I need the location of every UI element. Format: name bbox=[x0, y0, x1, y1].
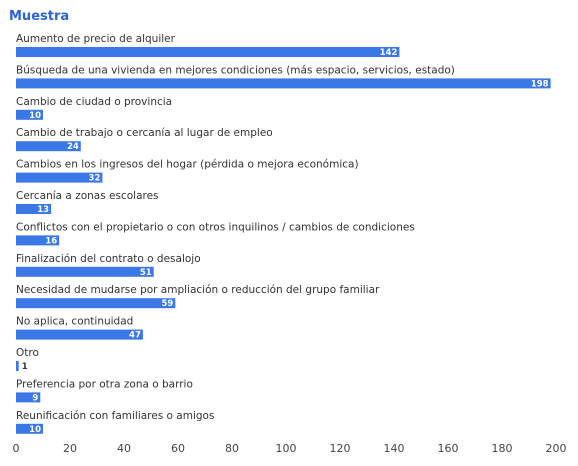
category-label: Necesidad de mudarse por ampliación o re… bbox=[16, 284, 380, 296]
data-label: 16 bbox=[45, 236, 57, 246]
data-label: 59 bbox=[161, 299, 173, 309]
bar bbox=[16, 298, 176, 309]
bars-layer: Aumento de precio de alquiler 142 Búsqueda… bbox=[16, 33, 551, 435]
data-label: 51 bbox=[140, 268, 152, 278]
data-label: 10 bbox=[29, 425, 41, 435]
data-label: 24 bbox=[67, 142, 79, 152]
x-tick-label: 40 bbox=[117, 442, 131, 455]
x-tick-label: 80 bbox=[225, 442, 239, 455]
x-tick-label: 120 bbox=[330, 442, 351, 455]
category-label: Cercanía a zonas escolares bbox=[16, 190, 159, 202]
x-tick-label: 160 bbox=[438, 442, 459, 455]
x-tick-label: 180 bbox=[492, 442, 513, 455]
category-label: Cambio de trabajo o cercanía al lugar de… bbox=[16, 127, 273, 139]
category-label: Aumento de precio de alquiler bbox=[16, 33, 176, 45]
data-label: 142 bbox=[380, 48, 398, 58]
x-tick-label: 200 bbox=[546, 442, 567, 455]
category-label: Preferencia por otra zona o barrio bbox=[16, 378, 193, 390]
bar bbox=[16, 141, 81, 152]
data-label: 47 bbox=[129, 331, 141, 341]
data-label: 198 bbox=[531, 79, 549, 89]
x-tick-label: 100 bbox=[276, 442, 297, 455]
bar bbox=[16, 235, 60, 246]
bar bbox=[16, 423, 43, 434]
x-axis: 0 20 40 60 80 100 120 140 160 180 200 bbox=[13, 442, 567, 455]
bar bbox=[16, 361, 19, 371]
bar bbox=[16, 172, 103, 183]
data-label: 9 bbox=[32, 393, 38, 403]
category-label: Cambio de ciudad o provincia bbox=[16, 96, 172, 108]
x-tick-label: 140 bbox=[384, 442, 405, 455]
bar bbox=[16, 47, 400, 57]
data-label: 1 bbox=[22, 362, 28, 372]
bar bbox=[16, 78, 551, 89]
bar bbox=[16, 392, 41, 403]
bar bbox=[16, 109, 43, 120]
category-label: Cambios en los ingresos del hogar (pérdi… bbox=[16, 159, 359, 171]
bar bbox=[16, 329, 143, 340]
bar bbox=[16, 266, 154, 277]
bar bbox=[16, 204, 52, 214]
category-label: Conflictos con el propietario o con otro… bbox=[16, 221, 415, 233]
category-label: Reunificación con familiares o amigos bbox=[16, 410, 214, 422]
data-label: 32 bbox=[89, 174, 101, 184]
x-tick-label: 60 bbox=[171, 442, 185, 455]
x-tick-label: 20 bbox=[63, 442, 77, 455]
data-label: 13 bbox=[37, 205, 49, 215]
category-label: No aplica, continuidad bbox=[16, 316, 133, 328]
data-label: 10 bbox=[29, 111, 41, 121]
x-tick-label: 0 bbox=[13, 442, 20, 455]
category-label: Búsqueda de una vivienda en mejores cond… bbox=[16, 64, 455, 76]
category-label: Finalización del contrato o desalojo bbox=[16, 253, 201, 265]
category-label: Otro bbox=[16, 347, 39, 359]
chart-title: Muestra bbox=[9, 9, 70, 24]
